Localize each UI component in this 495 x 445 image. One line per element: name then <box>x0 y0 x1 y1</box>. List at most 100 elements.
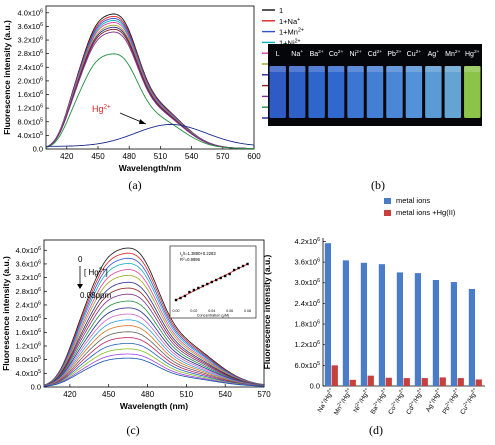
panel-c-ytick-label-sup: 6 <box>38 246 41 252</box>
panel-c-series-line <box>43 313 265 387</box>
panel-c-ytick-label-base: 2.0x10 <box>16 314 39 323</box>
panel-a-ytick-label: 2.4x106 <box>18 63 44 72</box>
panel-d-cat-as: 2+ <box>390 400 397 407</box>
panel-a-ytick-label-sup: 6 <box>40 63 43 69</box>
panel-c-ytick-label-base: 1.6x10 <box>16 328 39 337</box>
panel-c-ytick-label-base: 4.0x10 <box>16 369 39 378</box>
panel-a-ytick-label: 3.6x106 <box>18 22 44 31</box>
panel-a-legend-label: 1+Na+ <box>279 17 300 26</box>
panel-a-ytick-label: 2.0x106 <box>18 76 44 85</box>
panel-c-ytick-label: 2.4x106 <box>16 300 42 309</box>
panel-c-ytick-label-sup: 6 <box>38 328 41 334</box>
vial-highlight <box>386 66 403 72</box>
panel-c-ytick-label-sup: 6 <box>38 300 41 306</box>
panel-d-ytick-label: 1.8x106 <box>295 320 321 329</box>
panel-d-ytick-label-base: 2.4x10 <box>295 299 318 308</box>
vial-9 <box>444 66 462 118</box>
panel-c-ytick-label-sup: 6 <box>38 287 41 293</box>
panel-c-ytick-label: 1.6x106 <box>16 328 42 337</box>
panel-a-ytick-label: 1.6x106 <box>18 90 44 99</box>
panel-d-ytick-label-sup: 6 <box>317 237 320 243</box>
panel-d-category-label: Mn2+/Hg2+ <box>332 386 354 416</box>
panel-d-ytick-label-sup: 6 <box>317 299 320 305</box>
vial-4 <box>347 66 364 118</box>
panel-d-ytick-label-sup: 6 <box>317 320 320 326</box>
vial-label-base: L <box>276 51 280 58</box>
panel-c-inset-r2-rest: =0.9996 <box>185 257 201 262</box>
panel-c-inset-r2-base: R <box>180 257 183 262</box>
panel-d-cat-b: /Hg <box>358 392 369 405</box>
panel-c-inset-eq-sub: 0 <box>181 254 183 258</box>
panel-a: 0.04.0x1058.0x1051.2x1061.6x1062.0x1062.… <box>2 5 304 173</box>
panel-d-legend-label: metal ions +Hg(II) <box>396 208 456 217</box>
plot-frame <box>45 5 255 150</box>
panel-c-series-line <box>43 287 265 386</box>
panel-d-cat-bs: 2+ <box>416 386 423 393</box>
panel-a-xtick-label: 570 <box>216 152 230 161</box>
vial-label-sup: + <box>300 50 303 55</box>
panel-c-inset-r2: R2=0.9996 <box>180 257 201 263</box>
panel-d-bar <box>475 379 482 386</box>
panel-d-cat-bs: 2+ <box>380 386 387 393</box>
panel-a-ytick-label: 8.0x105 <box>18 117 44 126</box>
panel-d-category-label: Cu2+/Hg2+ <box>458 386 480 415</box>
panel-a-ytick-label: 4.0x106 <box>18 8 44 17</box>
caption-a: (a) <box>128 178 141 192</box>
panel-c-conc-end: 0.08ppm <box>80 291 111 300</box>
panel-d-category-label: Ni2+/Hg2+ <box>351 386 372 414</box>
vial-7 <box>405 66 423 118</box>
panel-a-xtick-label: 480 <box>123 152 137 161</box>
panel-c-inset-xtick-label: 0.08 <box>244 309 251 313</box>
panel-a-xtick-label: 420 <box>60 152 74 161</box>
panel-c-ytick-label-sup: 6 <box>38 341 41 347</box>
panel-c-series-line <box>43 281 265 386</box>
vial-label: Ag+ <box>428 50 440 58</box>
panel-d-bar <box>468 288 476 386</box>
panel-c-ylabel: Fluorescence intensity (a.u.) <box>1 256 11 371</box>
panel-c-series-line <box>43 269 265 386</box>
vial-highlight <box>308 66 325 72</box>
vial-label: Na+ <box>291 50 303 58</box>
panel-c-inset-point <box>219 276 222 280</box>
panel-c-inset-point <box>210 280 213 284</box>
panel-d-bar <box>349 379 356 386</box>
vial-label-sup: 2+ <box>396 49 402 55</box>
vial-highlight <box>288 66 306 72</box>
panel-a-ylabel: Fluorescence intensity (a.u.) <box>2 20 12 135</box>
panel-d-cat-a: Cd <box>405 405 415 416</box>
panel-c-inset-point <box>241 264 245 268</box>
panel-c-xtick-label: 510 <box>180 390 194 399</box>
vial-highlight <box>405 66 423 72</box>
vial-3 <box>327 66 345 118</box>
vial-10 <box>464 66 481 118</box>
vial-label-base: Co <box>329 51 338 58</box>
panel-a-ytick-label-base: 4.0x10 <box>18 8 41 17</box>
panel-c-ytick-label: 4.0x105 <box>16 369 42 378</box>
vial-8 <box>425 66 442 118</box>
panel-d-legend-swatch <box>384 210 391 216</box>
panel-a-ytick-label-base: 1.6x10 <box>18 90 41 99</box>
panel-d-ytick-label-base: 0.0 <box>310 382 320 391</box>
panel-d-ytick-label: 0.0 <box>310 382 320 391</box>
panel-c-series-line <box>43 300 265 386</box>
panel-c-conc-label-sup: 2+ <box>99 268 106 274</box>
panel-a-xtick-label: 540 <box>185 152 199 161</box>
vial-label-base: Ag <box>428 51 437 58</box>
panel-a-ytick-label-sup: 6 <box>40 36 43 42</box>
panel-d-ytick-label: 6.0x105 <box>295 361 321 370</box>
panel-d-category-label: Na+/Hg2+ <box>315 386 336 413</box>
panel-a-ytick-label-base: 3.6x10 <box>18 22 41 31</box>
panel-c-ytick-label: 3.6x106 <box>16 259 42 268</box>
panel-d-ytick-label: 4.2x106 <box>295 237 321 246</box>
panel-d-ytick-label-base: 4.2x10 <box>295 237 318 246</box>
panel-d-cat-as: 2+ <box>444 400 451 407</box>
panel-d-cat-bs: 2+ <box>326 386 333 393</box>
panel-c-series-line <box>43 257 265 386</box>
panel-a-ytick-label-sup: 5 <box>40 131 43 137</box>
panel-c-series-line <box>43 307 265 386</box>
panel-d-cat-a: Na <box>317 403 327 414</box>
panel-c-xtick-label: 480 <box>141 390 155 399</box>
panel-a-ytick-label-sup: 6 <box>40 104 43 110</box>
panel-d-category-label: Pb2+/Hg2+ <box>440 386 462 415</box>
